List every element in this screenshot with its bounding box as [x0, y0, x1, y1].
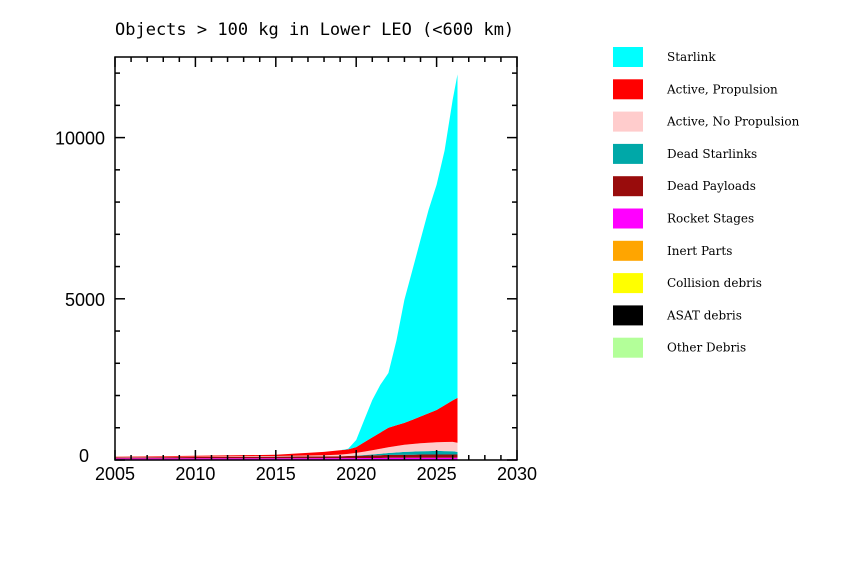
- legend-label: Rocket Stages: [667, 212, 754, 226]
- legend-label: Active, No Propulsion: [666, 115, 800, 129]
- y-tick-label: 5000: [65, 290, 105, 310]
- axes: 2005 2010 2015 2020 2025 2030 0 5000 10000: [55, 56, 537, 484]
- legend-swatch: [613, 111, 643, 132]
- legend-label: Dead Starlinks: [667, 147, 757, 161]
- area-active-no-propulsion: [115, 441, 458, 458]
- area-active-propulsion: [115, 397, 458, 458]
- legend-swatch: [613, 143, 643, 164]
- legend-swatch: [613, 79, 643, 100]
- x-tick-label: 2005: [95, 464, 135, 484]
- legend-swatch: [613, 176, 643, 197]
- x-tick-label: 2030: [497, 464, 537, 484]
- chart-title: Objects > 100 kg in Lower LEO (<600 km): [115, 20, 514, 40]
- legend: Starlink Active, Propulsion Active, No Pro…: [613, 47, 800, 358]
- legend-label: Collision debris: [667, 276, 762, 290]
- legend-label: Other Debris: [667, 341, 746, 355]
- y-tick-label: 10000: [55, 129, 105, 149]
- x-tick-label: 2015: [256, 464, 296, 484]
- area-starlink: [115, 74, 458, 457]
- legend-label: Inert Parts: [667, 244, 732, 258]
- legend-label: Starlink: [667, 50, 716, 64]
- plot-areas: [115, 74, 458, 460]
- x-tick-label: 2010: [175, 464, 215, 484]
- plot-frame: [114, 56, 518, 461]
- legend-label: ASAT debris: [666, 308, 742, 322]
- y-tick-label: 0: [79, 446, 89, 466]
- legend-label: Dead Payloads: [667, 179, 756, 193]
- legend-label: Active, Propulsion: [666, 82, 778, 96]
- area-dead-starlinks: [115, 450, 458, 458]
- legend-swatch: [613, 208, 643, 229]
- legend-swatch: [613, 240, 643, 261]
- x-tick-label: 2025: [417, 464, 457, 484]
- legend-swatch: [613, 337, 643, 358]
- x-tick-label: 2020: [336, 464, 376, 484]
- legend-swatch: [613, 47, 643, 67]
- legend-swatch: [613, 273, 643, 294]
- legend-swatch: [613, 305, 643, 326]
